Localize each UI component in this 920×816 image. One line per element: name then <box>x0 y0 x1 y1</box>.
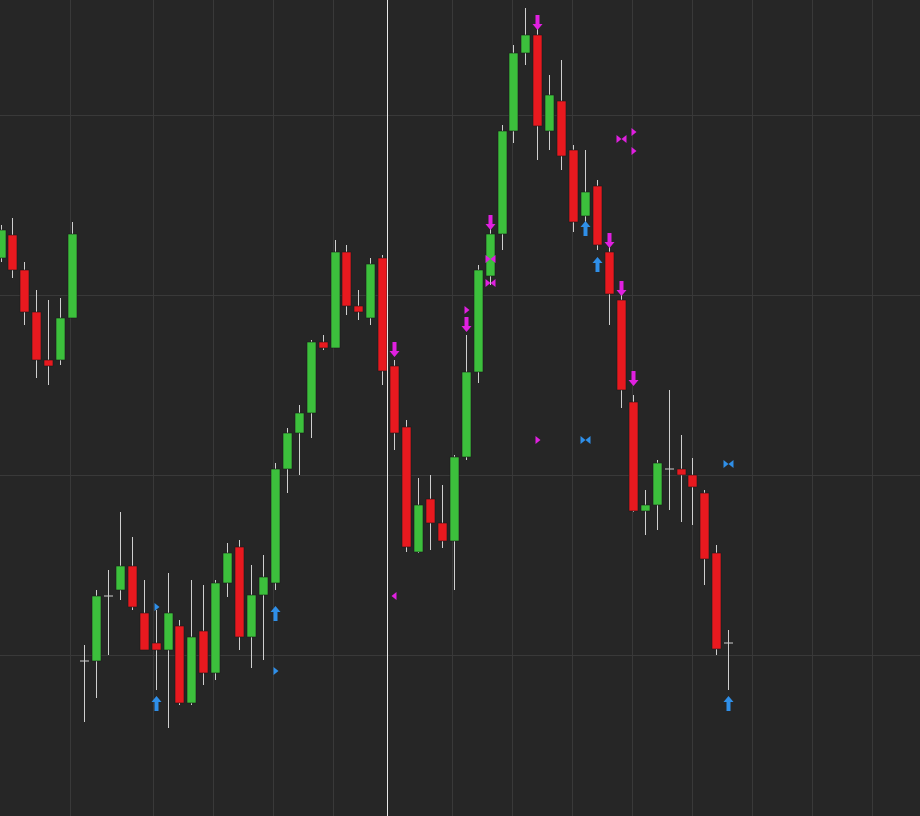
candle-body <box>520 34 531 54</box>
candle-body <box>282 432 293 470</box>
candle-body <box>270 468 281 584</box>
candle-body <box>31 311 42 361</box>
candle-body <box>174 625 185 704</box>
candle-body <box>246 594 257 638</box>
candle-body <box>294 412 305 434</box>
candle-body <box>485 233 496 277</box>
candle-body <box>473 269 484 373</box>
signal-arrow-down <box>485 215 496 230</box>
signal-bowtie <box>485 279 496 287</box>
candle-body <box>592 185 603 246</box>
candle-body <box>508 52 519 132</box>
candle-body <box>341 251 352 307</box>
plot <box>0 8 734 728</box>
candle-body <box>258 576 269 596</box>
candle-body <box>222 552 233 584</box>
candle-body <box>413 504 424 553</box>
candle-body <box>163 612 174 651</box>
candle-body <box>389 365 400 434</box>
candle-body <box>43 359 54 367</box>
signal-bowtie <box>723 460 734 468</box>
signal-arrow-down <box>461 317 472 332</box>
candle-body <box>711 552 722 650</box>
signal-arrow-down <box>604 233 615 248</box>
candle-body <box>7 234 18 271</box>
candle-body <box>210 582 221 674</box>
signal-triangle-right <box>631 147 637 155</box>
candle-body <box>699 492 710 560</box>
candle-body <box>67 233 78 319</box>
candle-body <box>330 251 341 349</box>
candle-body <box>365 263 376 319</box>
candle-body <box>377 257 388 372</box>
candle-body <box>19 269 30 313</box>
signal-arrow-down <box>532 15 543 30</box>
signal-bowtie <box>580 436 591 444</box>
signal-arrow-down <box>628 371 639 386</box>
candle-body <box>449 456 460 542</box>
signal-triangle-right <box>464 306 470 314</box>
signal-arrow-up <box>592 257 603 272</box>
candle-body <box>580 191 591 217</box>
candle-body <box>676 468 687 476</box>
candle-body <box>353 305 364 313</box>
candle-body <box>127 565 138 608</box>
signal-arrow-down <box>389 342 400 357</box>
candle-body <box>497 130 508 235</box>
candle-body <box>544 94 555 132</box>
candle-body <box>198 630 209 674</box>
candle-body <box>568 149 579 223</box>
signal-arrow-down <box>616 281 627 296</box>
signal-triangle-right <box>535 436 541 444</box>
signal-triangle-right <box>154 603 160 611</box>
signal-arrow-up <box>723 696 734 711</box>
candle-body <box>437 522 448 542</box>
candle-body <box>0 229 7 259</box>
candle-body <box>139 612 150 651</box>
candle-body <box>616 299 627 391</box>
candle-body <box>401 426 412 548</box>
signal-arrow-up <box>151 696 162 711</box>
candle-body <box>461 371 472 458</box>
candle-body <box>604 251 615 295</box>
candle-body <box>687 474 698 488</box>
signal-bowtie <box>616 135 627 143</box>
candle-body <box>91 595 102 662</box>
candle-body <box>234 546 245 638</box>
signal-arrow-up <box>270 606 281 621</box>
candle-body <box>628 401 639 512</box>
candle-body <box>532 34 543 127</box>
candle-body <box>115 565 126 591</box>
candle-body <box>186 636 197 704</box>
candle-body <box>55 317 66 361</box>
signal-bowtie <box>485 255 496 263</box>
candle-body <box>151 642 162 651</box>
signal-triangle-right <box>631 128 637 136</box>
candle-body <box>318 341 329 349</box>
signal-arrow-up <box>580 221 591 236</box>
candle-body <box>425 498 436 524</box>
candle-body <box>556 100 567 157</box>
signal-triangle-right <box>273 667 279 675</box>
candle-body <box>306 341 317 414</box>
candle-body <box>652 462 663 506</box>
candle-body <box>640 504 651 512</box>
signal-triangle-left <box>391 592 397 600</box>
